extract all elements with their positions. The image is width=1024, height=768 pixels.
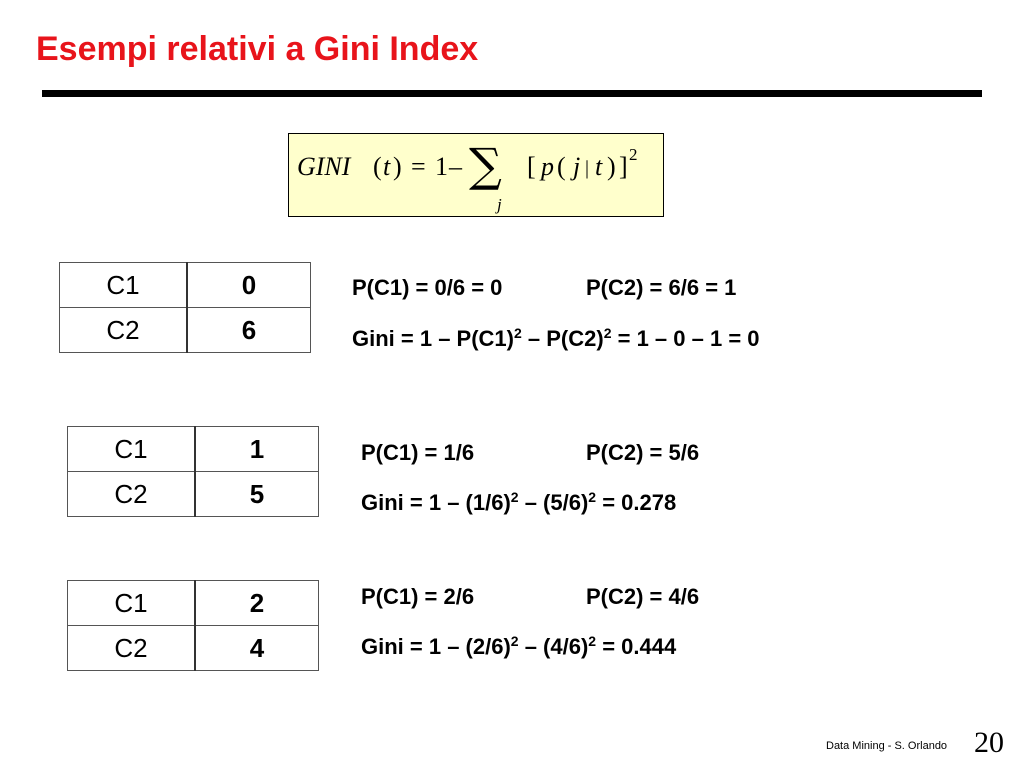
square-exponent: 2	[588, 633, 597, 649]
gini-part-a: Gini = 1 – P(C1)	[352, 326, 514, 351]
class-count: 0	[186, 262, 311, 308]
count-table-2: C1 1 C2 5	[67, 426, 319, 517]
class-label: C1	[59, 262, 188, 308]
square-exponent: 2	[603, 325, 612, 341]
count-table-3: C1 2 C2 4	[67, 580, 319, 671]
class-count: 2	[194, 580, 319, 626]
class-label: C1	[67, 426, 196, 472]
formula-paren-open: (	[373, 152, 382, 181]
gini-part-c: = 0.444	[596, 634, 677, 659]
table-row: C1 2	[67, 580, 319, 626]
formula-paren2-open: (	[557, 152, 566, 181]
formula-p: p	[539, 152, 554, 181]
formula-minus: –	[448, 152, 463, 181]
table-row: C2 4	[67, 625, 319, 671]
count-table-1: C1 0 C2 6	[59, 262, 311, 353]
square-exponent: 2	[510, 633, 519, 649]
gini-part-a: Gini = 1 – (2/6)	[361, 634, 511, 659]
gini-part-b: – (5/6)	[518, 490, 589, 515]
class-label: C2	[67, 471, 196, 517]
class-count: 1	[194, 426, 319, 472]
formula-equals: =	[411, 152, 426, 181]
class-count: 4	[194, 625, 319, 671]
square-exponent: 2	[514, 325, 522, 341]
formula-paren2-close: )	[607, 152, 616, 181]
gini-line-3: Gini = 1 – (2/6)2 – (4/6)2 = 0.444	[361, 634, 676, 660]
page-number: 20	[974, 726, 1004, 759]
gini-part-c: = 0.278	[596, 490, 677, 515]
class-label: C1	[67, 580, 196, 626]
p-c1: P(C1) = 2/6	[361, 584, 475, 609]
formula-paren-close: )	[393, 152, 402, 181]
gini-part-b: – P(C2)	[521, 326, 604, 351]
class-label: C2	[67, 625, 196, 671]
title-divider	[42, 90, 982, 97]
formula-exponent: 2	[629, 145, 638, 164]
gini-line-2: Gini = 1 – (1/6)2 – (5/6)2 = 0.278	[361, 490, 676, 516]
table-row: C2 5	[67, 471, 319, 517]
p-c2: P(C2) = 4/6	[586, 584, 700, 609]
table-row: C1 0	[59, 262, 311, 308]
gini-formula-graphic: GINI ( t ) = 1 – ∑ j [ p ( j | t ) ] 2	[297, 138, 638, 214]
gini-line-1: Gini = 1 – P(C1)2 – P(C2)2 = 1 – 0 – 1 =…	[352, 326, 760, 352]
class-count: 6	[186, 307, 311, 353]
formula-one: 1	[435, 152, 448, 181]
gini-part-a: Gini = 1 – (1/6)	[361, 490, 511, 515]
slide-title: Esempi relativi a Gini Index	[36, 30, 479, 68]
class-count: 5	[194, 471, 319, 517]
class-label: C2	[59, 307, 188, 353]
table-row: C1 1	[67, 426, 319, 472]
formula-j: j	[570, 152, 580, 181]
prob-line-3: P(C1) = 2/6 P(C2) = 4/6	[361, 584, 699, 610]
sigma-symbol: ∑	[469, 138, 502, 192]
formula-lhs: GINI	[297, 152, 352, 181]
gini-formula: GINI ( t ) = 1 – ∑ j [ p ( j | t ) ] 2	[288, 133, 664, 217]
table-row: C2 6	[59, 307, 311, 353]
p-c2: P(C2) = 6/6 = 1	[586, 275, 737, 300]
formula-bracket-open: [	[527, 152, 536, 181]
sum-index: j	[495, 195, 502, 214]
formula-bar: |	[585, 157, 589, 179]
prob-line-2: P(C1) = 1/6 P(C2) = 5/6	[361, 440, 699, 466]
footer-credit: Data Mining - S. Orlando	[826, 740, 948, 752]
p-c1: P(C1) = 0/6 = 0	[352, 275, 503, 300]
p-c2: P(C2) = 5/6	[586, 440, 700, 465]
p-c1: P(C1) = 1/6	[361, 440, 475, 465]
gini-part-b: – (4/6)	[518, 634, 589, 659]
square-exponent: 2	[588, 489, 597, 505]
gini-part-c: = 1 – 0 – 1 = 0	[611, 326, 760, 351]
square-exponent: 2	[510, 489, 519, 505]
prob-line-1: P(C1) = 0/6 = 0 P(C2) = 6/6 = 1	[352, 275, 736, 301]
formula-bracket-close: ]	[619, 152, 628, 181]
formula-arg: t	[383, 152, 391, 181]
formula-t: t	[595, 152, 603, 181]
